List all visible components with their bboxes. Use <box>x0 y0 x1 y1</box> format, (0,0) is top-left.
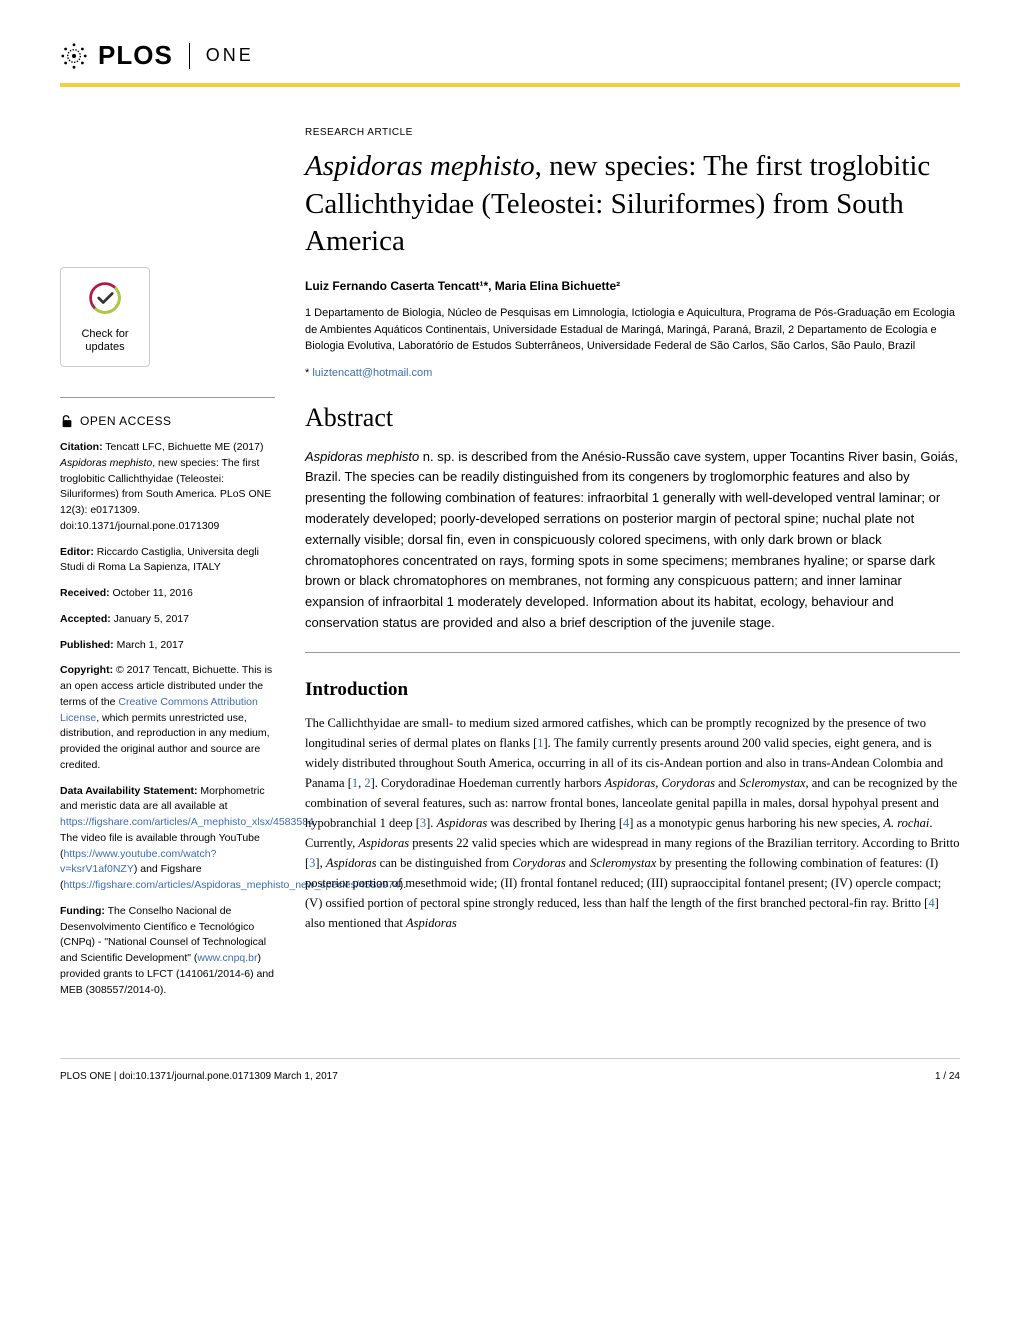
article-title: Aspidoras mephisto, new species: The fir… <box>305 148 960 261</box>
citation-label: Citation: <box>60 441 103 453</box>
introduction-paragraph: The Callichthyidae are small- to medium … <box>305 713 960 933</box>
plos-subname: ONE <box>206 45 254 66</box>
published-label: Published: <box>60 639 114 651</box>
intro-i7: Aspidoras <box>326 856 377 870</box>
published-text: March 1, 2017 <box>114 639 184 651</box>
page-footer: PLOS ONE | doi:10.1371/journal.pone.0171… <box>60 1058 960 1082</box>
intro-i3: Scleromystax <box>739 776 805 790</box>
article-type: RESEARCH ARTICLE <box>305 127 960 138</box>
received-text: October 11, 2016 <box>110 587 193 599</box>
intro-t15: and <box>566 856 590 870</box>
cnpq-link[interactable]: www.cnpq.br <box>197 952 257 964</box>
correspondence-symbol: * <box>305 367 309 379</box>
check-updates-icon <box>87 280 123 316</box>
intro-i8: Corydoras <box>512 856 565 870</box>
data-availability-block: Data Availability Statement: Morphometri… <box>60 784 275 894</box>
accepted-label: Accepted: <box>60 613 111 625</box>
abstract-heading: Abstract <box>305 403 960 433</box>
intro-t9: was described by Ihering [ <box>487 816 623 830</box>
abstract-text: Aspidoras mephisto n. sp. is described f… <box>305 447 960 634</box>
intro-t14: can be distinguished from <box>377 856 513 870</box>
editor-label: Editor: <box>60 546 94 558</box>
open-access-row: OPEN ACCESS <box>60 412 275 430</box>
intro-i1: Aspidoras <box>605 776 656 790</box>
article-content: RESEARCH ARTICLE Aspidoras mephisto, new… <box>305 127 960 1008</box>
intro-t13: ], <box>315 856 325 870</box>
sidebar-divider <box>60 397 275 398</box>
intro-t6: and <box>715 776 739 790</box>
intro-i10: Aspidoras <box>406 916 457 930</box>
content-divider <box>305 652 960 653</box>
data-label: Data Availability Statement: <box>60 785 198 797</box>
page-header: PLOS ONE <box>60 40 960 87</box>
introduction-heading: Introduction <box>305 679 960 701</box>
published-block: Published: March 1, 2017 <box>60 638 275 654</box>
correspondence-email[interactable]: luiztencatt@hotmail.com <box>312 367 432 379</box>
intro-i4: Aspidoras <box>437 816 488 830</box>
abstract-body: n. sp. is described from the Anésio-Russ… <box>305 449 958 630</box>
correspondence: * luiztencatt@hotmail.com <box>305 367 960 379</box>
intro-i5: A. rochai <box>883 816 929 830</box>
plos-logo: PLOS ONE <box>60 40 960 71</box>
funding-label: Funding: <box>60 905 105 917</box>
plos-name: PLOS <box>98 40 173 71</box>
check-updates-box[interactable]: Check for updates <box>60 267 150 367</box>
main-container: Check for updates OPEN ACCESS Citation: … <box>60 127 960 1008</box>
intro-t4: ]. Corydoradinae Hoedeman currently harb… <box>371 776 605 790</box>
accepted-block: Accepted: January 5, 2017 <box>60 612 275 628</box>
received-label: Received: <box>60 587 110 599</box>
footer-right: 1 / 24 <box>935 1071 960 1082</box>
open-lock-icon <box>60 414 74 428</box>
citation-text-1: Tencatt LFC, Bichuette ME (2017) <box>103 441 264 453</box>
intro-t10: ] as a monotypic genus harboring his new… <box>629 816 883 830</box>
received-block: Received: October 11, 2016 <box>60 586 275 602</box>
affiliations: 1 Departamento de Biologia, Núcleo de Pe… <box>305 305 960 355</box>
citation-italic: Aspidoras mephisto <box>60 457 152 469</box>
editor-block: Editor: Riccardo Castiglia, Universita d… <box>60 545 275 577</box>
figshare-link-1[interactable]: https://figshare.com/articles/A_mephisto… <box>60 816 314 828</box>
logo-divider <box>189 43 190 69</box>
abstract-italic: Aspidoras mephisto <box>305 449 419 464</box>
funding-block: Funding: The Conselho Nacional de Desenv… <box>60 904 275 999</box>
intro-t8: ]. <box>426 816 436 830</box>
copyright-block: Copyright: © 2017 Tencatt, Bichuette. Th… <box>60 663 275 773</box>
title-italic: Aspidoras mephisto <box>305 150 535 182</box>
plos-icon <box>60 42 88 70</box>
intro-i2: Corydoras <box>662 776 715 790</box>
open-access-label: OPEN ACCESS <box>80 412 172 430</box>
check-updates-label: Check for updates <box>69 328 141 354</box>
intro-i9: Scleromystax <box>590 856 656 870</box>
copyright-label: Copyright: <box>60 664 113 676</box>
authors: Luiz Fernando Caserta Tencatt¹*, Maria E… <box>305 279 960 293</box>
accepted-text: January 5, 2017 <box>111 613 189 625</box>
citation-block: Citation: Tencatt LFC, Bichuette ME (201… <box>60 440 275 535</box>
intro-i6: Aspidoras <box>358 836 409 850</box>
sidebar: Check for updates OPEN ACCESS Citation: … <box>60 127 275 1008</box>
footer-left: PLOS ONE | doi:10.1371/journal.pone.0171… <box>60 1071 338 1082</box>
